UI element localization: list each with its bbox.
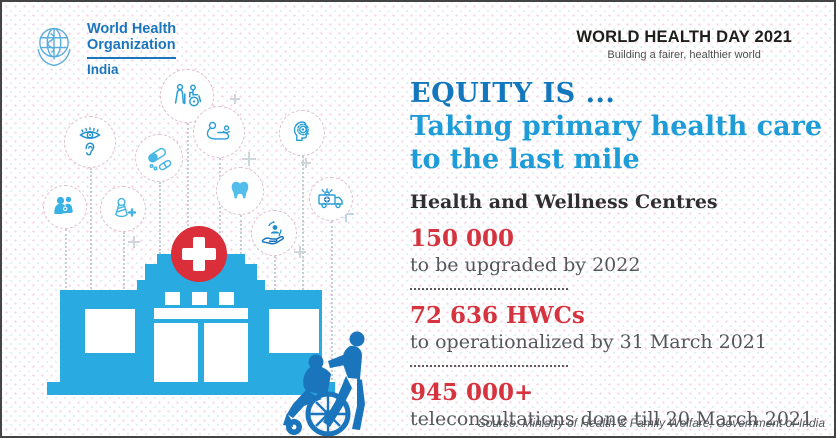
hand-holding-person-icon bbox=[261, 220, 284, 245]
who-name-line1: World Health bbox=[87, 21, 177, 37]
subheading: Health and Wellness Centres bbox=[410, 191, 718, 213]
mental-health-head-icon bbox=[293, 121, 310, 141]
icon-circle-family-planning bbox=[43, 185, 87, 229]
medicine-capsules-icon bbox=[148, 147, 172, 171]
family-planning-icon bbox=[54, 196, 73, 214]
icon-circle-maternal-care bbox=[193, 106, 245, 158]
stat-value: 72 636 HWCs bbox=[410, 302, 585, 329]
icon-stick bbox=[65, 229, 67, 292]
plus-decoration-icon bbox=[128, 236, 140, 248]
icon-circle-medicines bbox=[135, 134, 183, 182]
icon-stick bbox=[159, 182, 161, 254]
plus-decoration-icon bbox=[230, 94, 240, 104]
eye-and-ear-icon bbox=[79, 127, 101, 156]
campaign-block: WORLD HEALTH DAY 2021 Building a fairer,… bbox=[576, 28, 792, 61]
plus-decoration-icon bbox=[242, 152, 256, 166]
who-brand-text: World Health Organization India bbox=[87, 21, 177, 77]
icon-circle-newborn-care bbox=[100, 186, 146, 232]
icon-circle-ambulance bbox=[309, 177, 353, 221]
plus-decoration-icon bbox=[301, 158, 311, 168]
main-content: EQUITY IS ... Taking primary health care… bbox=[410, 78, 834, 430]
icon-stick bbox=[219, 158, 221, 257]
building-window bbox=[85, 309, 135, 353]
who-name-line2: Organization bbox=[87, 36, 176, 53]
stat-description: teleconsultations done till 20 March 202… bbox=[410, 408, 814, 430]
icon-stick bbox=[302, 156, 304, 290]
who-brand-block: World Health Organization India bbox=[30, 21, 177, 77]
campaign-title: WORLD HEALTH DAY 2021 bbox=[576, 28, 792, 46]
icon-stick bbox=[123, 232, 125, 292]
brand-divider-line bbox=[87, 57, 177, 59]
maternal-care-icon bbox=[206, 121, 231, 140]
stat-value: 945 000+ bbox=[410, 379, 534, 406]
dotted-divider bbox=[410, 288, 568, 290]
icon-circle-mental-health bbox=[279, 110, 325, 156]
stat-description: to operationalized by 31 March 2021 bbox=[410, 331, 767, 353]
icon-circle-dental-care bbox=[216, 167, 264, 215]
tooth-icon bbox=[231, 181, 249, 199]
icon-stick bbox=[331, 221, 333, 388]
stat-description: to be upgraded by 2022 bbox=[410, 254, 641, 276]
icon-stick bbox=[274, 256, 276, 290]
building-door-transom bbox=[154, 308, 248, 319]
stat-block-teleconsultations: 945 000+ teleconsultations done till 20 … bbox=[410, 379, 834, 430]
health-centre-building bbox=[47, 226, 335, 395]
elderly-care-icon bbox=[174, 83, 202, 107]
icon-circle-vision-hearing bbox=[64, 116, 116, 168]
who-country-label: India bbox=[87, 61, 119, 77]
stat-block-hwcs: 72 636 HWCs to operationalized by 31 Mar… bbox=[410, 302, 834, 353]
icon-circle-palliative-care bbox=[251, 210, 297, 256]
who-logo-icon bbox=[37, 27, 71, 67]
icon-stick bbox=[187, 123, 189, 254]
wheelchair-figure bbox=[283, 331, 365, 436]
icon-stick bbox=[240, 215, 242, 290]
stat-value: 150 000 bbox=[410, 225, 515, 252]
icon-stick bbox=[90, 168, 92, 292]
dotted-divider bbox=[410, 365, 568, 367]
building-door-right bbox=[204, 323, 248, 382]
kicker-heading: EQUITY IS ... bbox=[410, 78, 616, 109]
ambulance-icon bbox=[318, 188, 343, 209]
newborn-baby-icon bbox=[114, 197, 137, 218]
headline-line2: to the last mile bbox=[410, 144, 640, 175]
building-door-left bbox=[154, 323, 198, 382]
plus-decoration-icon bbox=[294, 246, 306, 258]
building-window bbox=[269, 309, 319, 353]
stat-block-upgraded: 150 000 to be upgraded by 2022 bbox=[410, 225, 834, 276]
headline-line1: Taking primary health care bbox=[410, 111, 823, 142]
campaign-tagline: Building a fairer, healthier world bbox=[607, 49, 761, 61]
source-attribution: Source: Ministry of Health & Family Welf… bbox=[477, 416, 825, 430]
